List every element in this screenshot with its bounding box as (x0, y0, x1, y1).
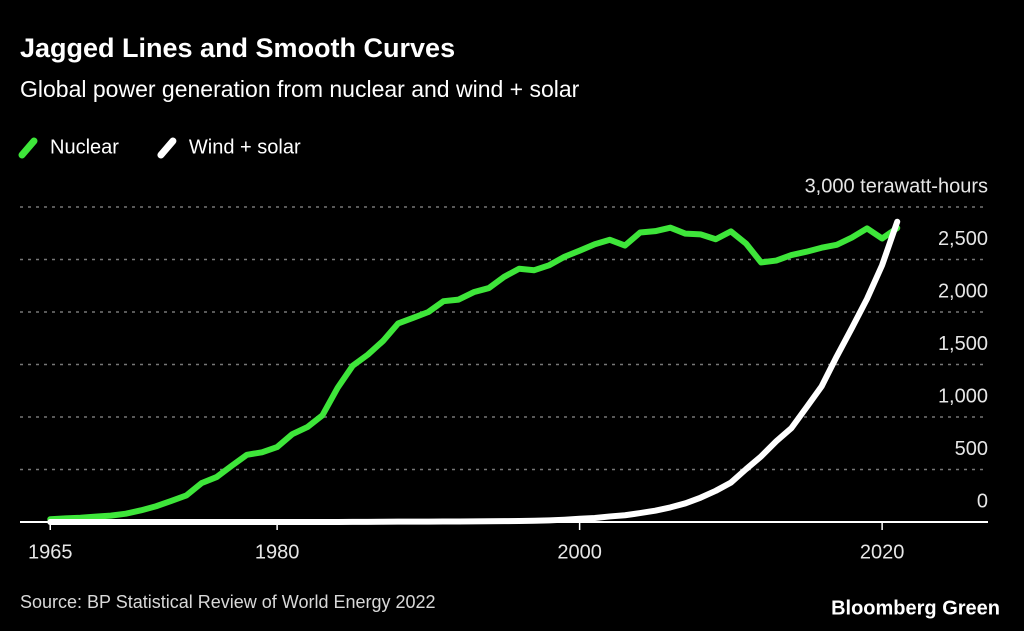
y-tick-label: 1,000 (938, 385, 988, 407)
chart-subtitle: Global power generation from nuclear and… (20, 76, 580, 102)
y-tick-label: 2,000 (938, 280, 988, 302)
legend-swatch (18, 137, 38, 159)
series-line (47, 218, 901, 525)
x-tick-label: 1965 (28, 541, 73, 563)
chart-title: Jagged Lines and Smooth Curves (20, 33, 455, 63)
series-line (47, 224, 901, 523)
legend-label: Nuclear (50, 136, 119, 158)
legend-swatch (157, 137, 177, 159)
y-tick-label: 0 (977, 490, 988, 512)
credit: Bloomberg Green (831, 597, 1000, 619)
y-tick-label: 3,000 terawatt-hours (805, 175, 988, 197)
x-tick-label: 2020 (860, 541, 905, 563)
source: Source: BP Statistical Review of World E… (20, 592, 436, 612)
legend-label: Wind + solar (189, 136, 301, 158)
y-tick-label: 500 (955, 438, 988, 460)
x-tick-label: 1980 (255, 541, 300, 563)
y-tick-label: 1,500 (938, 333, 988, 355)
y-tick-label: 2,500 (938, 228, 988, 250)
x-tick-label: 2000 (557, 541, 602, 563)
